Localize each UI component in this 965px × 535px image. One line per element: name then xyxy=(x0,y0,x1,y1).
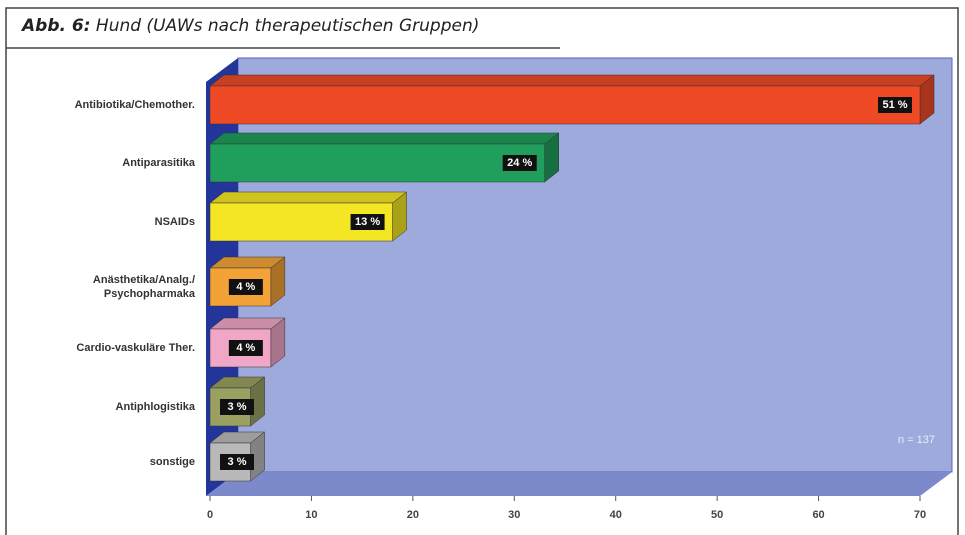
y-tick-label: NSAIDs xyxy=(154,216,195,228)
bar xyxy=(209,74,935,125)
annotation: n = 137 xyxy=(898,434,935,446)
chart-title-block: Abb. 6: Hund (UAWs nach therapeutischen … xyxy=(22,16,479,36)
value-label-bg xyxy=(878,97,912,113)
x-tick-label: 0 xyxy=(207,509,213,521)
value-label-bg xyxy=(220,399,254,415)
y-tick-label: Antibiotika/Chemother. xyxy=(74,99,195,111)
figure-label: Abb. 6: xyxy=(22,16,91,36)
value-label: 4 % xyxy=(236,342,255,354)
x-tick-label: 10 xyxy=(305,509,317,521)
x-tick-label: 50 xyxy=(711,509,723,521)
y-tick-label: Anästhetika/Analg./ Psychopharmaka xyxy=(92,274,195,300)
x-tick-label: 60 xyxy=(812,509,824,521)
x-tick-label: 20 xyxy=(407,509,419,521)
value-label-bg xyxy=(502,155,537,171)
y-tick-label: sonstige xyxy=(149,456,195,468)
value-label: 51 % xyxy=(882,99,907,111)
bar-front xyxy=(209,85,921,125)
value-label: 4 % xyxy=(236,281,255,293)
frame xyxy=(5,7,959,535)
bar-top xyxy=(209,74,935,87)
bar xyxy=(209,132,560,183)
y-tick-label: Cardio-vaskuläre Ther. xyxy=(76,342,195,354)
bar-front xyxy=(209,143,545,183)
x-tick-label: 70 xyxy=(914,509,926,521)
bar-top xyxy=(209,191,408,204)
value-label: 3 % xyxy=(228,401,247,413)
x-tick-label: 40 xyxy=(610,509,622,521)
bar xyxy=(209,376,266,427)
bar-top xyxy=(209,132,560,145)
floor xyxy=(206,472,952,496)
y-tick-label: Antiparasitika xyxy=(122,157,195,169)
value-label: 24 % xyxy=(507,157,532,169)
value-label-bg xyxy=(228,340,263,356)
value-label: 13 % xyxy=(355,216,380,228)
value-label-bg xyxy=(228,279,263,295)
chart-title: Hund (UAWs nach therapeutischen Gruppen) xyxy=(95,16,480,36)
y-tick-label: Antiphlogistika xyxy=(115,401,195,413)
value-label-bg xyxy=(220,454,254,470)
value-label: 3 % xyxy=(228,456,247,468)
x-tick-label: 30 xyxy=(508,509,520,521)
value-label-bg xyxy=(350,214,385,230)
